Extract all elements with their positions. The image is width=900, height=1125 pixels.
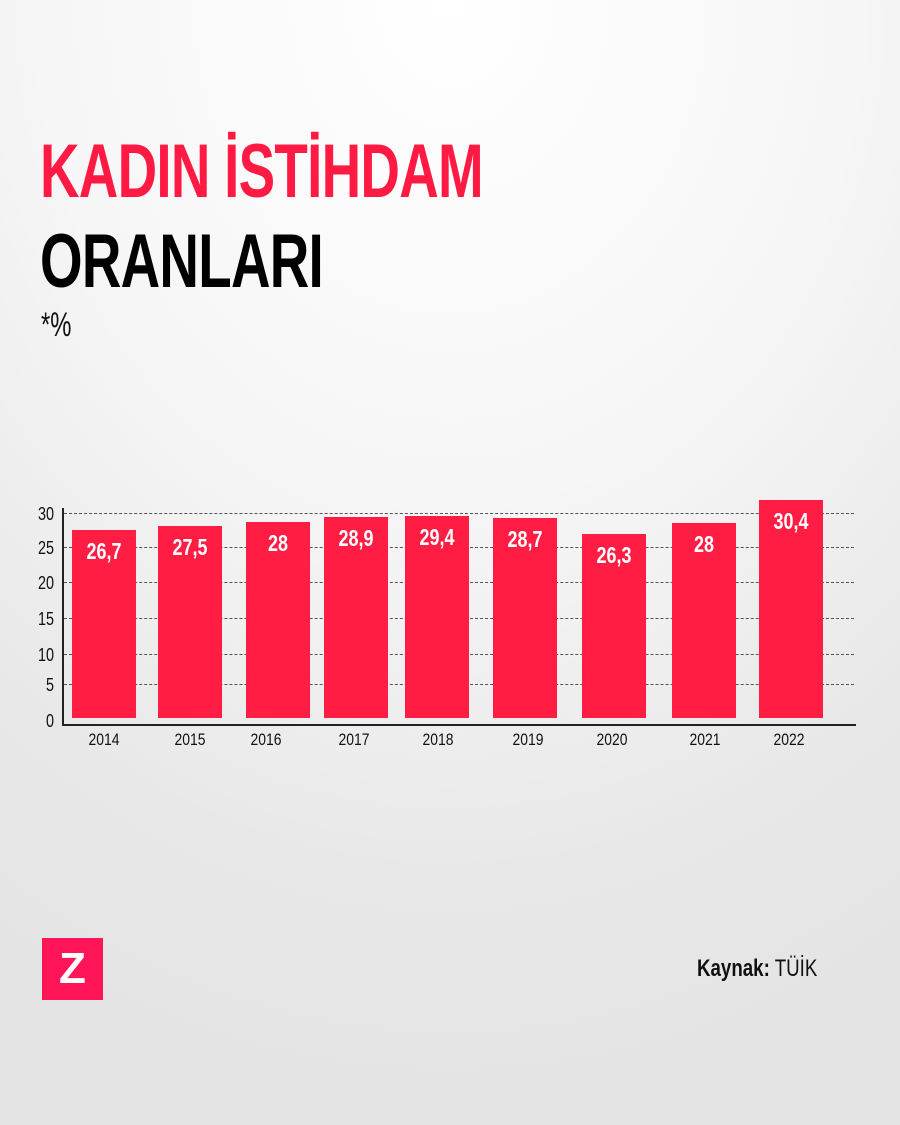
bar-value-label: 28 [694,531,714,557]
y-tick-label: 30 [37,504,54,524]
bar-chart: 30 25 20 15 10 5 0 26,7 27,5 28 28,9 29,… [37,500,856,749]
bar-value-label: 26,7 [86,538,122,564]
x-tick-label: 2021 [689,730,721,749]
source-value: TÜİK [774,955,818,982]
bar-value-label: 27,5 [172,534,208,560]
bar-value-label: 28 [268,530,288,556]
x-tick-label: 2020 [596,730,628,749]
y-tick-label: 0 [45,711,54,731]
bar-2015: 27,5 [158,526,222,718]
y-axis-line [62,508,64,726]
bar-2019: 28,7 [493,518,557,718]
bar-2014: 26,7 [72,530,136,718]
y-tick-label: 5 [45,675,54,695]
x-tick-label: 2019 [512,730,544,749]
source-credit: Kaynak: TÜİK [697,955,817,983]
bar-2022: 30,4 [759,500,823,718]
bar-2020: 26,3 [582,534,646,718]
bar-2016: 28 [246,522,310,718]
title-line-1: KADIN İSTİHDAM [40,129,484,214]
x-tick-label: 2018 [422,730,454,749]
bar-value-label: 29,4 [419,524,455,550]
bar-value-label: 28,9 [338,525,374,551]
x-tick-label: 2015 [174,730,206,749]
x-axis-line [62,724,856,726]
logo-letter: Z [59,944,86,993]
bar-2018: 29,4 [405,516,469,718]
y-tick-label: 10 [37,645,54,665]
x-tick-label: 2016 [250,730,282,749]
gridline-30 [64,513,854,514]
bar-value-label: 30,4 [773,508,809,534]
brand-logo: Z [42,938,103,1000]
y-tick-label: 25 [37,538,54,558]
bar-2017: 28,9 [324,517,388,718]
x-tick-label: 2017 [338,730,370,749]
x-tick-label: 2022 [773,730,805,749]
title-line-2: ORANLARI [40,219,324,304]
y-tick-label: 15 [37,609,54,629]
bar-2021: 28 [672,523,736,718]
unit-note: *% [41,306,72,344]
y-tick-label: 20 [37,573,54,593]
bar-value-label: 28,7 [507,526,543,552]
bar-value-label: 26,3 [596,542,632,568]
x-tick-label: 2014 [88,730,120,749]
source-label: Kaynak: [697,955,770,982]
